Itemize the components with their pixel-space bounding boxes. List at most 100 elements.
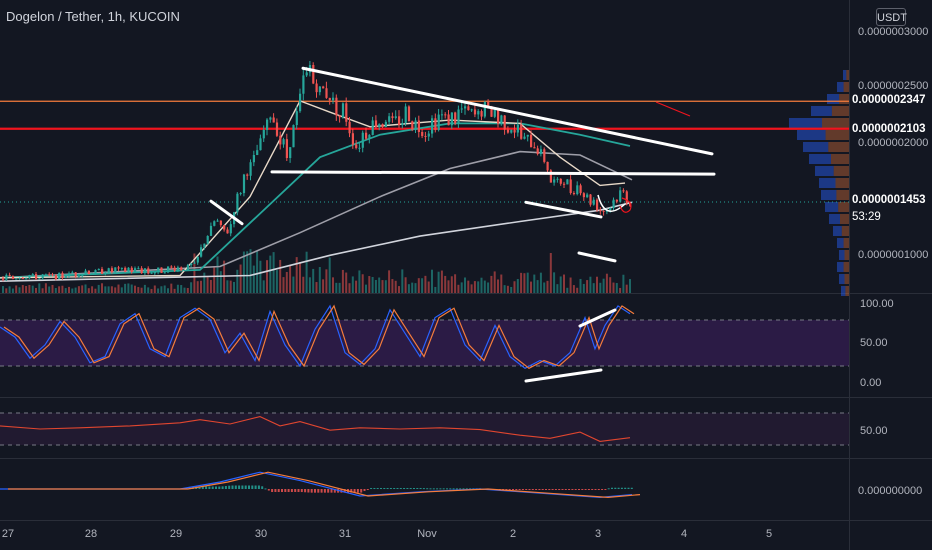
rsi-axis[interactable]: 50.00: [860, 425, 888, 437]
volume-bar: [68, 286, 70, 293]
candle-body: [269, 117, 272, 120]
drawn-trendlines[interactable]: [209, 66, 716, 263]
volume-profile-bar: [833, 226, 842, 236]
macd-histogram-bar: [578, 489, 580, 490]
volume-bar: [338, 282, 341, 293]
volume-bar: [348, 283, 351, 293]
macd-histogram-bar: [449, 488, 452, 490]
volume-bar: [335, 282, 338, 293]
volume-bar: [391, 279, 394, 293]
volume-bar: [312, 268, 315, 293]
volume-bar: [246, 251, 249, 293]
macd-axis[interactable]: 0.000000000: [858, 485, 922, 497]
stoch-rsi-band: [0, 320, 849, 366]
volume-bar: [269, 255, 272, 293]
ma-beige-line: [0, 100, 626, 279]
macd-histogram-bar: [251, 485, 254, 489]
candle-body: [219, 220, 222, 226]
macd-histogram-bar: [584, 489, 587, 490]
volume-bar: [473, 281, 476, 293]
candlesticks[interactable]: [2, 60, 632, 282]
candle-body: [48, 274, 51, 276]
candle-body: [473, 109, 477, 115]
volume-bar: [305, 251, 308, 293]
volume-bar: [516, 279, 519, 293]
volume-bar: [41, 288, 44, 293]
candle-body: [361, 132, 364, 148]
volume-bar: [566, 287, 569, 293]
volume-bar: [77, 286, 80, 293]
candle-body: [180, 267, 183, 271]
macd-histogram-bar: [267, 489, 270, 491]
volume-bar: [308, 277, 311, 293]
volume-bar: [134, 285, 136, 293]
volume-bar: [388, 270, 391, 293]
macd-histogram-bar: [601, 489, 604, 490]
candle-body: [81, 274, 84, 276]
candle-body: [401, 122, 404, 126]
volume-bar: [183, 287, 186, 293]
hand-drawn-curve-red: [619, 197, 632, 213]
volume-profile-bar: [846, 70, 849, 80]
volume-bar: [341, 269, 344, 293]
macd-histogram-bar: [452, 488, 455, 490]
volume-bar: [252, 265, 255, 293]
macd-histogram-bar: [620, 487, 623, 489]
candle-body: [612, 199, 615, 209]
macd-histogram-bar: [386, 488, 389, 489]
macd-histogram-bar: [271, 489, 274, 492]
volume-bar: [467, 280, 470, 293]
macd-histogram-bar: [597, 489, 600, 490]
candle-body: [556, 178, 559, 180]
candle-body: [530, 134, 533, 148]
rsi-band: [0, 413, 849, 445]
macd-histogram-bar: [571, 489, 574, 490]
volume-bar: [203, 272, 206, 293]
volume-bar: [35, 287, 37, 293]
macd-histogram-bar: [287, 489, 290, 492]
candle-body: [15, 278, 18, 280]
stoch-rsi-axis[interactable]: 100.00 50.00 0.00: [860, 298, 894, 389]
candle-body: [335, 97, 338, 116]
volume-bar: [44, 283, 47, 293]
candle-body: [483, 101, 486, 117]
last-price-label: 0.0000001453: [852, 194, 926, 206]
volume-bar: [477, 281, 480, 293]
price-axis[interactable]: 0.0000003000 0.0000002500 0.0000002000 0…: [858, 26, 928, 261]
volume-bar: [361, 274, 364, 293]
macd-histogram-bar: [383, 488, 386, 489]
macd-histogram-bar: [304, 489, 307, 493]
time-axis[interactable]: 27 28 29 30 31 Nov 2 3 4 5: [2, 528, 772, 540]
volume-bar: [117, 284, 120, 293]
macd-histogram-bar: [366, 489, 369, 490]
rsi-tick: 50.00: [860, 425, 888, 437]
macd-histogram-bar: [538, 489, 541, 490]
volume-bar: [596, 276, 598, 293]
candle-body: [576, 185, 579, 195]
currency-button[interactable]: USDT: [876, 8, 907, 26]
macd-histogram-bar: [205, 486, 208, 489]
candle-body: [467, 106, 470, 111]
volume-profile-bar: [819, 178, 836, 188]
candle-body: [536, 148, 539, 155]
volume-bar: [506, 285, 509, 293]
candle-body: [242, 174, 246, 194]
candle-body: [477, 111, 480, 115]
volume-profile-bar: [831, 106, 849, 116]
candle-body: [421, 131, 424, 136]
macd-histogram-bar: [574, 489, 577, 490]
macd-histogram-bar: [630, 487, 633, 489]
candle-body: [513, 130, 516, 133]
volume-bar: [101, 283, 103, 293]
volume-bar: [513, 281, 516, 293]
stoch-tick: 50.00: [860, 337, 888, 349]
macd-histogram-bar: [241, 485, 244, 489]
rsi-line: [0, 416, 631, 442]
macd-histogram-bar: [515, 489, 518, 490]
candle-body: [582, 193, 585, 198]
candle-body: [586, 194, 589, 198]
volume-bar: [609, 277, 612, 293]
volume-bar: [143, 284, 146, 293]
macd-histogram-bar: [611, 487, 613, 489]
